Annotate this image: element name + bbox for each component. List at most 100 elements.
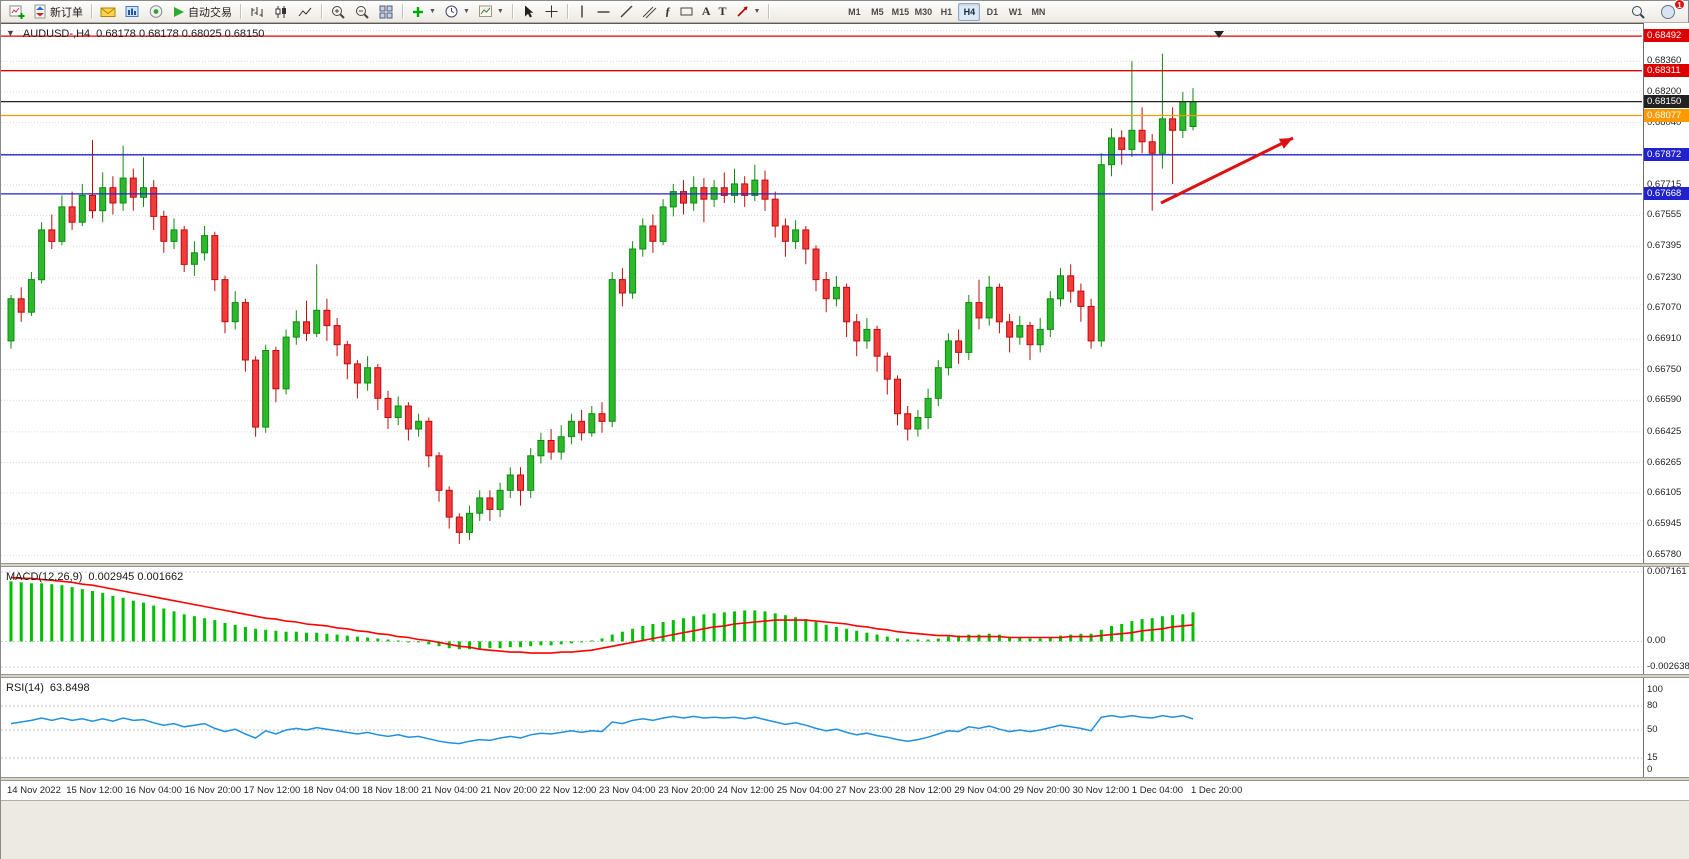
macd-histogram-bar bbox=[325, 633, 329, 642]
macd-histogram-bar bbox=[906, 639, 910, 642]
rsi-indicator-chart[interactable] bbox=[1, 679, 1642, 778]
horizontal-line-button[interactable] bbox=[592, 2, 615, 22]
indicators-button[interactable]: ▼ bbox=[407, 2, 440, 22]
arrows-button[interactable]: ▼ bbox=[731, 2, 765, 22]
chart-line-button[interactable] bbox=[293, 2, 317, 22]
macd-histogram-bar bbox=[804, 619, 808, 642]
trend-arrow-head bbox=[1278, 138, 1293, 149]
new-chart-button[interactable] bbox=[5, 2, 29, 22]
macd-histogram-bar bbox=[783, 615, 787, 642]
tile-windows-button[interactable] bbox=[374, 2, 398, 22]
trend-arrow[interactable] bbox=[1160, 136, 1294, 205]
macd-histogram-bar bbox=[1018, 637, 1022, 642]
market-watch-button[interactable] bbox=[120, 2, 144, 22]
candle bbox=[863, 317, 871, 349]
text-button[interactable]: A bbox=[698, 2, 715, 22]
candle bbox=[48, 214, 56, 249]
chart-shift-marker[interactable] bbox=[1214, 31, 1224, 38]
candle bbox=[58, 195, 66, 246]
cursor-button[interactable] bbox=[517, 2, 540, 22]
rsi-tick-label: 50 bbox=[1647, 724, 1658, 735]
tab-timeframe-w1[interactable]: W1 bbox=[1004, 3, 1026, 21]
tab-timeframe-m5[interactable]: M5 bbox=[866, 3, 888, 21]
community-button[interactable] bbox=[144, 2, 168, 22]
candle bbox=[853, 314, 861, 357]
vertical-line-button[interactable] bbox=[572, 2, 592, 22]
macd-histogram-bar bbox=[916, 639, 920, 642]
candle bbox=[761, 170, 769, 211]
candle bbox=[781, 218, 789, 257]
price-line-label: 0.68311 bbox=[1644, 63, 1689, 77]
candle bbox=[506, 467, 514, 498]
panel-splitter[interactable] bbox=[1, 563, 1689, 567]
candle bbox=[934, 360, 942, 406]
price-axis[interactable]: 0.68360 0.68200 0.68040 0.67715 0.67555 0.673… bbox=[1643, 23, 1689, 800]
candle bbox=[873, 325, 881, 372]
macd-histogram-bar bbox=[386, 639, 390, 642]
time-tick-label: 18 Nov 18:00 bbox=[362, 785, 419, 796]
time-tick-label: 21 Nov 04:00 bbox=[421, 785, 478, 796]
macd-histogram-bar bbox=[977, 634, 981, 642]
tab-timeframe-d1[interactable]: D1 bbox=[981, 3, 1003, 21]
macd-histogram-bar bbox=[865, 632, 869, 642]
timeframe-toolbar: M1 M5 M15 M30 H1 H4 D1 W1 MN bbox=[843, 2, 1049, 21]
macd-histogram-bar bbox=[539, 641, 543, 646]
candle bbox=[252, 356, 260, 437]
fibonacci-button[interactable]: ƒ bbox=[661, 2, 675, 22]
candle bbox=[27, 272, 35, 316]
shapes-button[interactable] bbox=[675, 2, 698, 22]
vertical-line-icon bbox=[581, 5, 583, 18]
ohlc-values: 0.68178 0.68178 0.68025 0.68150 bbox=[96, 28, 265, 40]
main-price-chart[interactable] bbox=[1, 24, 1642, 564]
macd-histogram-bar bbox=[1028, 638, 1032, 642]
chart-window: ▼ AUDUSD-,H4 0.68178 0.68178 0.68025 0.6… bbox=[1, 23, 1689, 800]
chart-bars-button[interactable] bbox=[245, 2, 269, 22]
macd-histogram-bar bbox=[478, 641, 482, 650]
zoom-in-button[interactable] bbox=[326, 2, 350, 22]
new-order-button[interactable]: 新订单 bbox=[29, 2, 87, 22]
notifications-button[interactable]: 1 bbox=[1656, 0, 1685, 22]
macd-tick-label: 0.00 bbox=[1647, 635, 1666, 647]
search-button[interactable] bbox=[1626, 2, 1650, 22]
periods-menu-button[interactable]: ▼ bbox=[440, 2, 474, 22]
macd-histogram-bar bbox=[1171, 615, 1175, 642]
mailbox-button[interactable] bbox=[96, 2, 120, 22]
chart-candlesticks-button[interactable] bbox=[269, 2, 293, 22]
macd-histogram-bar bbox=[111, 595, 115, 642]
trendline-button[interactable] bbox=[615, 2, 638, 22]
tab-timeframe-m15[interactable]: M15 bbox=[889, 3, 911, 21]
macd-histogram-bar bbox=[1038, 638, 1042, 642]
label-button[interactable]: T bbox=[714, 2, 730, 22]
price-tick-label: 0.66265 bbox=[1647, 456, 1682, 468]
zoom-out-icon bbox=[356, 5, 369, 19]
panel-splitter[interactable] bbox=[1, 777, 1689, 781]
candle bbox=[404, 402, 412, 441]
candle bbox=[720, 172, 728, 203]
templates-button[interactable]: ▼ bbox=[474, 2, 508, 22]
candle bbox=[221, 275, 229, 334]
macd-histogram-bar bbox=[559, 641, 563, 645]
panel-splitter[interactable] bbox=[1, 674, 1689, 678]
candle bbox=[751, 164, 759, 202]
macd-histogram-bar bbox=[182, 614, 186, 642]
crosshair-button[interactable] bbox=[540, 2, 563, 22]
channel-button[interactable] bbox=[638, 2, 661, 22]
tab-timeframe-mn[interactable]: MN bbox=[1027, 3, 1049, 21]
time-tick-label: 16 Nov 20:00 bbox=[184, 785, 242, 796]
tab-timeframe-h4[interactable]: H4 bbox=[958, 2, 981, 21]
zoom-out-button[interactable] bbox=[350, 2, 374, 22]
autotrade-button[interactable]: 自动交易 bbox=[168, 2, 236, 22]
trendline-icon bbox=[620, 5, 633, 18]
time-axis[interactable]: 14 Nov 2022 15 Nov 12:00 16 Nov 04:00 16 No… bbox=[1, 781, 1689, 800]
toolbar-separator bbox=[768, 4, 770, 19]
candle bbox=[282, 329, 290, 395]
window-menu-icon[interactable]: ▼ bbox=[6, 28, 15, 38]
macd-indicator-chart[interactable] bbox=[1, 568, 1642, 675]
tab-timeframe-m30[interactable]: M30 bbox=[912, 3, 934, 21]
toolbar-separator bbox=[321, 4, 322, 19]
macd-histogram-bar bbox=[590, 640, 594, 642]
tab-timeframe-m1[interactable]: M1 bbox=[843, 3, 865, 21]
tab-timeframe-h1[interactable]: H1 bbox=[935, 3, 957, 21]
candle bbox=[995, 283, 1003, 334]
candle bbox=[38, 222, 46, 284]
